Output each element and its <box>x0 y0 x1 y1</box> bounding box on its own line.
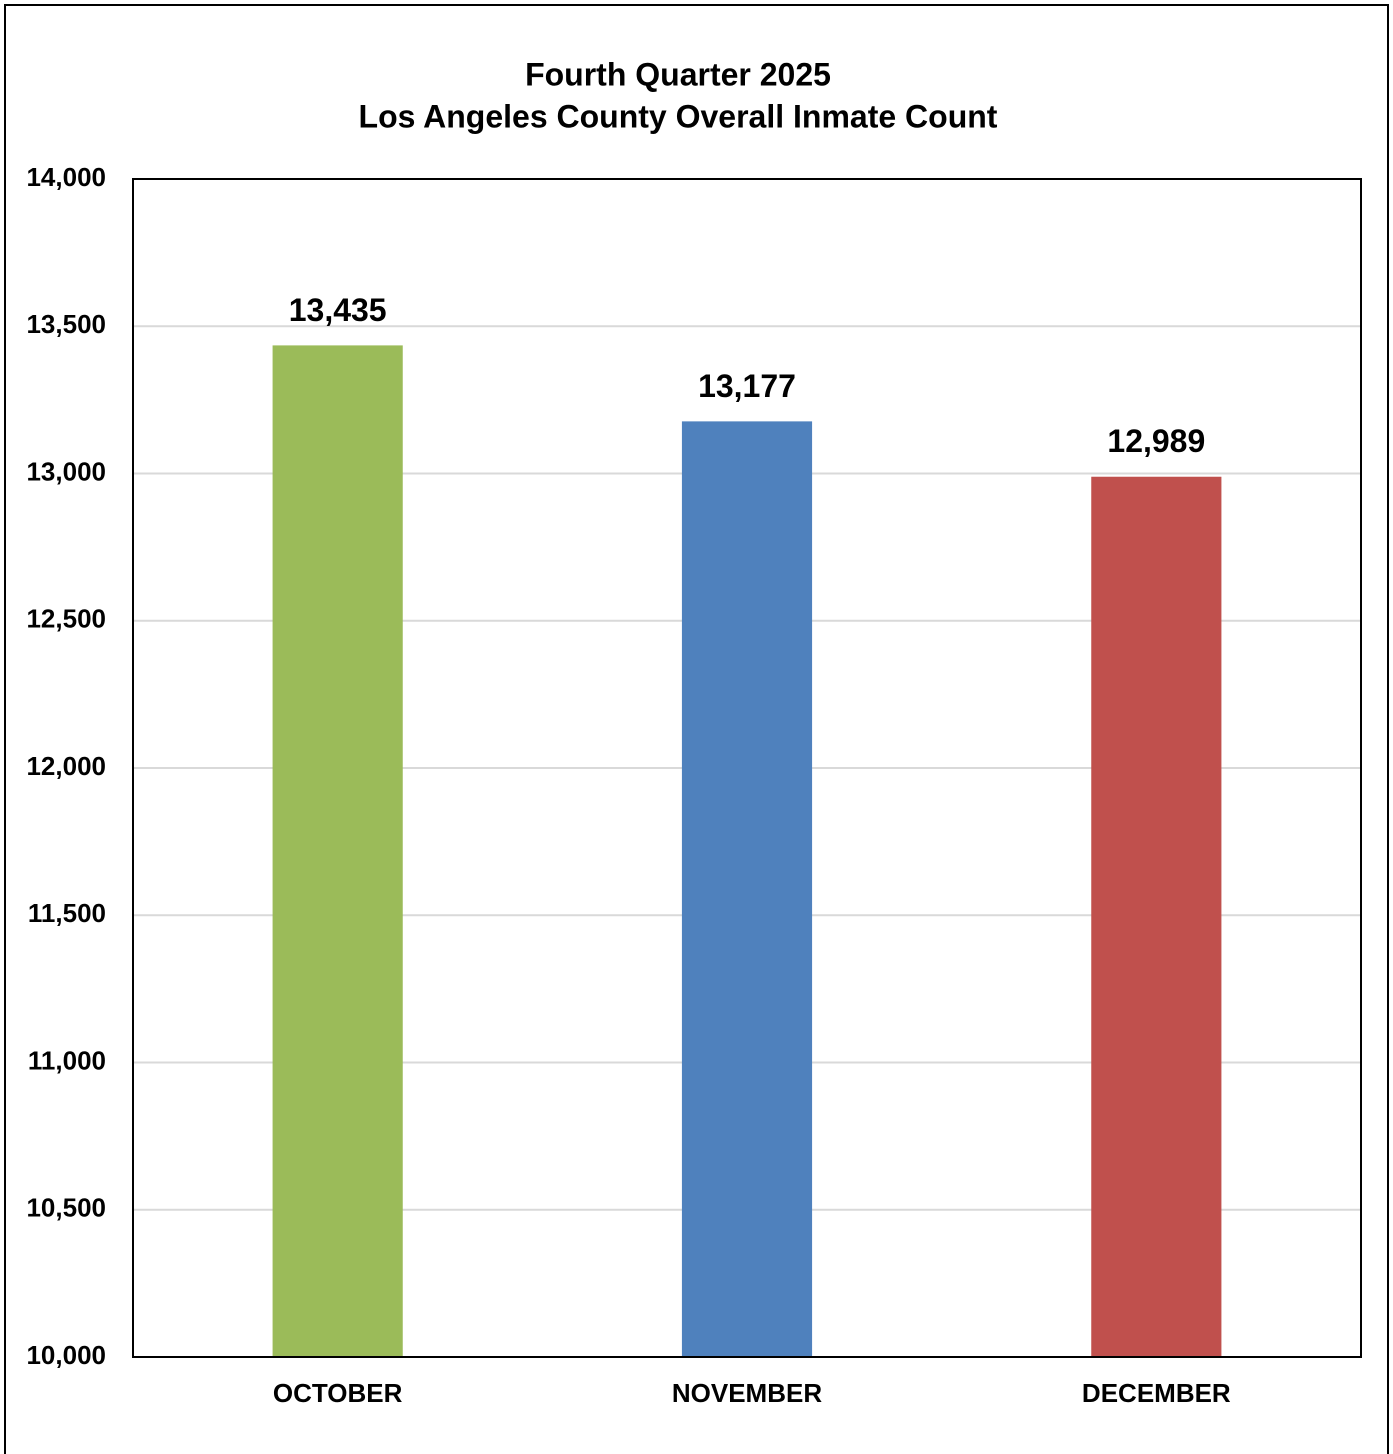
y-tick-label: 13,500 <box>26 309 106 339</box>
plot-frame <box>132 178 1362 1358</box>
y-tick-label: 12,500 <box>26 604 106 634</box>
chart-title: Fourth Quarter 2025 <box>525 56 831 92</box>
value-label: 13,435 <box>289 292 387 328</box>
value-label: 13,177 <box>698 368 796 404</box>
x-tick-label: OCTOBER <box>273 1378 403 1408</box>
y-tick-label: 11,500 <box>28 898 106 928</box>
bar <box>681 421 813 1357</box>
y-tick-label: 10,000 <box>26 1340 106 1370</box>
y-tick-label: 10,500 <box>26 1193 106 1223</box>
bar <box>1091 476 1222 1357</box>
chart-subtitle: Los Angeles County Overall Inmate Count <box>359 98 998 134</box>
y-tick-label: 12,000 <box>26 751 106 781</box>
value-label: 12,989 <box>1107 423 1205 459</box>
x-tick-label: NOVEMBER <box>672 1378 822 1408</box>
y-tick-label: 14,000 <box>26 162 106 192</box>
bar <box>272 345 403 1358</box>
y-tick-label: 11,000 <box>28 1045 106 1075</box>
y-tick-label: 13,000 <box>26 456 106 486</box>
x-tick-label: DECEMBER <box>1082 1378 1231 1408</box>
